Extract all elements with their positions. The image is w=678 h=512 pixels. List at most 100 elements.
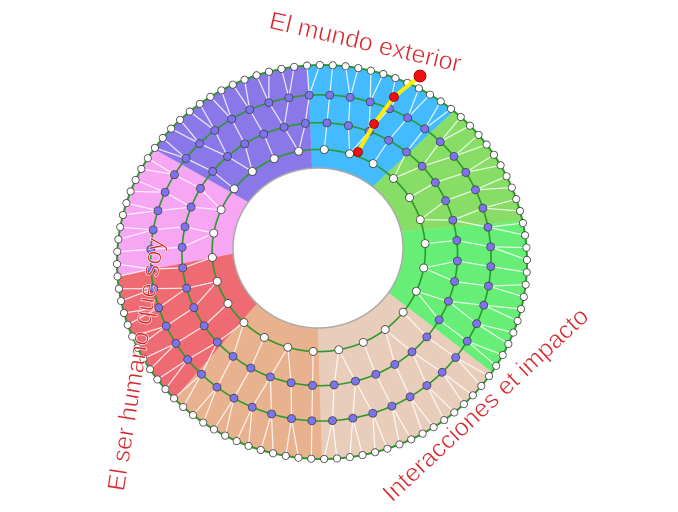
highlight-path: [353, 69, 427, 157]
mesh-edge: [354, 380, 374, 414]
mesh-edge: [439, 116, 462, 143]
node: [217, 86, 226, 95]
node: [405, 392, 415, 402]
sector-6: [117, 149, 249, 276]
mesh-edge: [475, 186, 512, 191]
mesh-edge: [212, 170, 235, 190]
mesh-edge: [323, 420, 334, 460]
mesh-edge: [384, 329, 413, 353]
node: [197, 369, 206, 379]
mesh-edge: [290, 418, 300, 458]
node: [180, 222, 190, 232]
node: [153, 206, 163, 216]
mesh-edge: [331, 384, 335, 421]
node: [259, 129, 269, 139]
node: [402, 147, 411, 157]
mesh-edge: [372, 413, 388, 449]
mesh-edge: [465, 154, 495, 173]
mesh-edge: [445, 189, 476, 202]
mesh-edge: [199, 143, 228, 157]
mesh-edge: [487, 226, 526, 236]
node: [513, 316, 522, 325]
node: [358, 337, 368, 347]
mesh-edge: [411, 351, 443, 373]
mesh-edge: [419, 200, 447, 221]
node: [333, 454, 342, 463]
node: [264, 98, 274, 108]
node: [448, 215, 458, 225]
mesh-edge: [487, 222, 524, 228]
node: [521, 231, 530, 240]
node: [146, 365, 155, 374]
mesh-edge: [304, 95, 310, 124]
node: [170, 394, 179, 403]
node: [354, 64, 363, 73]
node: [269, 449, 278, 458]
node: [212, 276, 222, 286]
node: [365, 97, 375, 107]
highlight-line: [356, 74, 422, 154]
mesh-edge: [298, 123, 306, 152]
mesh-edge: [409, 396, 424, 434]
node: [113, 247, 122, 256]
node: [223, 152, 232, 161]
node: [345, 92, 355, 102]
mesh-edge: [476, 323, 514, 334]
node: [496, 161, 505, 170]
mesh-edge: [202, 386, 218, 423]
node: [468, 391, 477, 400]
mesh-edge: [164, 191, 192, 208]
mesh-edge: [288, 66, 295, 98]
mesh-edge: [347, 125, 351, 154]
node: [182, 283, 192, 293]
node: [150, 143, 159, 152]
node: [113, 272, 122, 281]
mesh-edge: [409, 396, 435, 428]
mesh-edge: [448, 300, 484, 306]
node: [186, 202, 196, 212]
node: [398, 307, 408, 317]
mesh-edge: [236, 406, 253, 442]
mesh-edge: [132, 325, 167, 338]
node: [287, 414, 296, 423]
mesh-edge: [120, 226, 154, 231]
mesh-edge: [349, 418, 354, 458]
node: [294, 146, 304, 156]
node: [387, 401, 397, 411]
mesh-edge: [490, 246, 527, 249]
node: [269, 154, 279, 164]
mesh-edge: [182, 373, 202, 408]
mesh-edge: [368, 101, 371, 132]
node: [509, 328, 518, 337]
node: [420, 239, 430, 249]
mesh-edge: [170, 128, 200, 145]
node: [474, 130, 483, 139]
node: [521, 280, 530, 289]
node: [429, 423, 438, 432]
mesh-edge: [263, 133, 275, 159]
node: [244, 441, 253, 450]
mesh-edge: [256, 75, 270, 103]
node: [232, 437, 241, 446]
node: [434, 315, 444, 325]
node: [477, 381, 486, 390]
node: [358, 451, 367, 460]
mesh-edge: [154, 147, 187, 159]
node: [304, 90, 314, 100]
mesh-edge: [280, 68, 290, 98]
mesh-edge: [269, 346, 289, 378]
mesh-edge: [454, 280, 489, 287]
mesh-edge: [369, 70, 372, 102]
mesh-edge: [323, 122, 328, 150]
node: [371, 369, 381, 379]
mesh-edge: [388, 117, 409, 141]
mesh-edge: [488, 285, 524, 298]
mesh-edge: [394, 364, 411, 398]
mesh-edge: [372, 413, 376, 453]
mesh-edge: [391, 405, 401, 445]
node: [522, 255, 531, 264]
mesh-edge: [456, 239, 491, 248]
mesh-edge: [260, 413, 273, 451]
node: [146, 245, 156, 254]
node: [223, 299, 233, 308]
